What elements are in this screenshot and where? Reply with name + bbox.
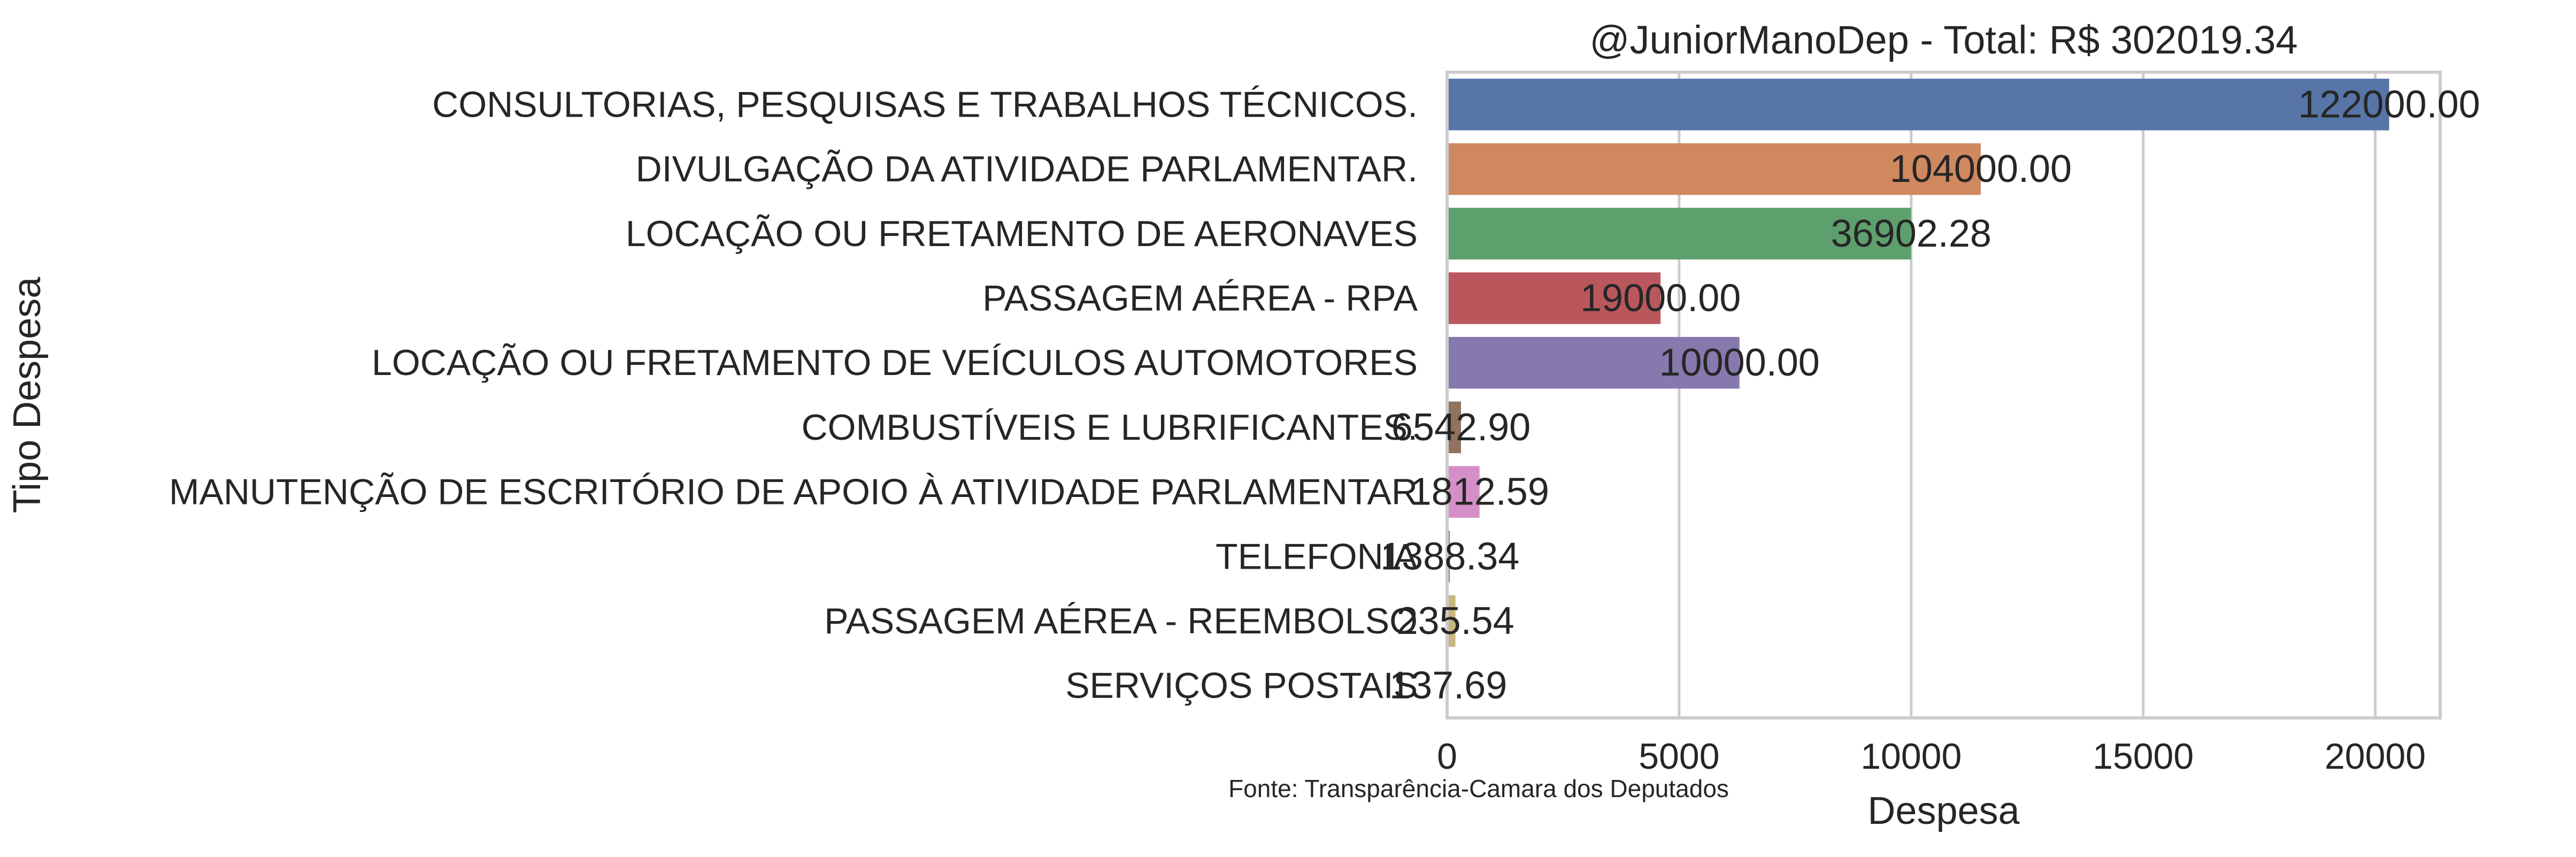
y-tick-label: CONSULTORIAS, PESQUISAS E TRABALHOS TÉCN… [432,84,1418,125]
bar [1447,336,1740,389]
y-tick-label: LOCAÇÃO OU FRETAMENTO DE AERONAVES [626,213,1418,254]
y-tick-label: LOCAÇÃO OU FRETAMENTO DE VEÍCULOS AUTOMO… [372,342,1418,383]
source-note: Fonte: Transparência-Camara dos Deputado… [1228,775,1729,802]
x-tick-label: 20000 [2325,736,2426,777]
data-label: 122000.00 [2298,83,2480,126]
data-labels: 122000.00 104000.00 36902.28 19000.00 10000.… [1380,83,2480,707]
x-tick-label: 0 [1437,736,1457,777]
y-tick-label: SERVIÇOS POSTAIS [1065,665,1418,706]
data-label: 36902.28 [1831,212,1991,255]
bar [1447,272,1661,324]
bars [1447,79,2389,711]
bar [1447,208,1911,260]
plot-area-frame [1445,71,2442,720]
bar [1447,143,1981,195]
chart-title: @JuniorManoDep - Total: R$ 302019.34 [1589,18,2297,62]
data-label: 1812.59 [1410,471,1549,514]
data-label: 137.69 [1389,664,1507,707]
y-tick-labels: CONSULTORIAS, PESQUISAS E TRABALHOS TÉCN… [169,84,1418,706]
x-tick-label: 5000 [1639,736,1719,777]
data-label: 235.54 [1397,600,1514,642]
bar [1447,79,2389,131]
data-label: 6542.90 [1391,406,1531,449]
y-tick-label: COMBUSTÍVEIS E LUBRIFICANTES. [802,407,1418,448]
y-tick-label: MANUTENÇÃO DE ESCRITÓRIO DE APOIO À ATIV… [169,472,1418,512]
data-label: 19000.00 [1580,277,1741,319]
x-axis-title: Despesa [1867,790,2020,832]
data-label: 1388.34 [1380,535,1519,578]
x-tick-label: 10000 [1860,736,1962,777]
bar [1447,595,1456,647]
y-tick-label: TELEFONIA [1216,536,1418,577]
x-tick-label: 15000 [2093,736,2194,777]
x-tick-labels: 0 5000 10000 15000 20000 [1437,736,2426,777]
data-label: 104000.00 [1890,148,2072,190]
bar [1447,401,1462,454]
data-label: 10000.00 [1659,341,1820,384]
y-tick-label: PASSAGEM AÉREA - REEMBOLSO [824,601,1418,641]
bar [1447,466,1480,518]
y-axis-title: Tipo Despesa [6,277,49,514]
y-tick-label: DIVULGAÇÃO DA ATIVIDADE PARLAMENTAR. [636,149,1418,189]
y-tick-label: PASSAGEM AÉREA - RPA [982,278,1418,318]
